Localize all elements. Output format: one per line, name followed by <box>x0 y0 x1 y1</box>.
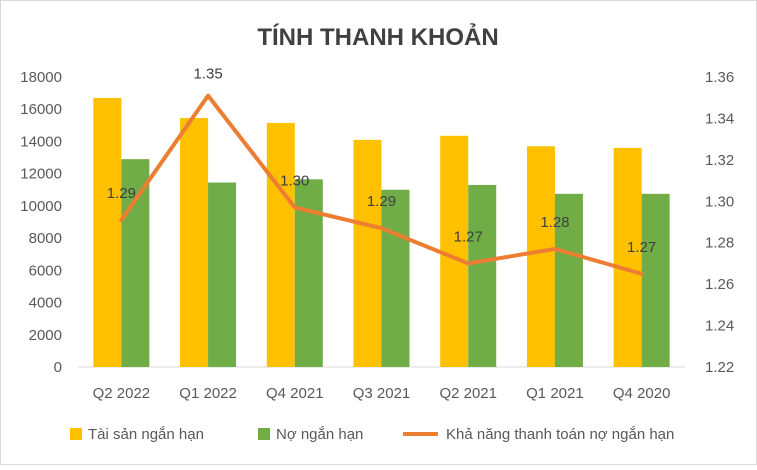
left-tick-label: 6000 <box>29 262 62 279</box>
left-tick-label: 16000 <box>20 101 62 118</box>
bar-tai-san-ngan-han <box>93 98 121 367</box>
right-tick-label: 1.24 <box>705 318 734 335</box>
right-tick-label: 1.30 <box>705 193 734 210</box>
left-tick-label: 12000 <box>20 166 62 183</box>
bar-no-ngan-han <box>468 185 496 367</box>
left-tick-label: 14000 <box>20 133 62 150</box>
x-tick-label: Q2 2021 <box>439 385 497 402</box>
bar-tai-san-ngan-han <box>527 146 555 367</box>
ratio-data-label: 1.28 <box>540 214 569 231</box>
x-tick-label: Q4 2021 <box>266 385 324 402</box>
left-tick-label: 2000 <box>29 327 62 344</box>
x-tick-label: Q1 2022 <box>179 385 237 402</box>
left-tick-label: 18000 <box>20 69 62 86</box>
right-tick-label: 1.32 <box>705 152 734 169</box>
legend-swatch-no <box>258 428 270 440</box>
bar-tai-san-ngan-han <box>614 148 642 367</box>
bar-no-ngan-han <box>382 190 410 367</box>
right-tick-label: 1.28 <box>705 235 734 252</box>
bar-tai-san-ngan-han <box>267 123 295 367</box>
bar-no-ngan-han <box>642 194 670 367</box>
ratio-data-label: 1.29 <box>107 185 136 202</box>
legend-swatch-tai-san <box>70 428 82 440</box>
legend-label-no: Nợ ngắn hạn <box>276 426 363 443</box>
chart-title: TÍNH THANH KHOẢN <box>257 22 498 51</box>
ratio-data-label: 1.27 <box>454 228 483 245</box>
right-tick-label: 1.36 <box>705 69 734 86</box>
bar-tai-san-ngan-han <box>354 140 382 367</box>
ratio-data-label: 1.35 <box>193 66 222 83</box>
left-tick-label: 0 <box>54 359 62 376</box>
left-tick-label: 8000 <box>29 230 62 247</box>
bar-tai-san-ngan-han <box>180 118 208 367</box>
legend-label-tai-san: Tài sản ngắn hạn <box>88 426 204 443</box>
ratio-data-label: 1.27 <box>627 239 656 256</box>
x-tick-label: Q1 2021 <box>526 385 584 402</box>
left-tick-label: 4000 <box>29 295 62 312</box>
x-tick-label: Q3 2021 <box>353 385 411 402</box>
right-tick-label: 1.26 <box>705 276 734 293</box>
left-tick-label: 10000 <box>20 198 62 215</box>
x-tick-label: Q2 2022 <box>93 385 151 402</box>
right-tick-label: 1.34 <box>705 110 734 127</box>
legend-label-ratio: Khả năng thanh toán nợ ngắn hạn <box>446 426 674 443</box>
ratio-data-label: 1.29 <box>367 193 396 210</box>
bar-tai-san-ngan-han <box>440 136 468 367</box>
bar-no-ngan-han <box>208 183 236 367</box>
right-tick-label: 1.22 <box>705 359 734 376</box>
x-tick-label: Q4 2020 <box>613 385 671 402</box>
ratio-data-label: 1.30 <box>280 173 309 190</box>
